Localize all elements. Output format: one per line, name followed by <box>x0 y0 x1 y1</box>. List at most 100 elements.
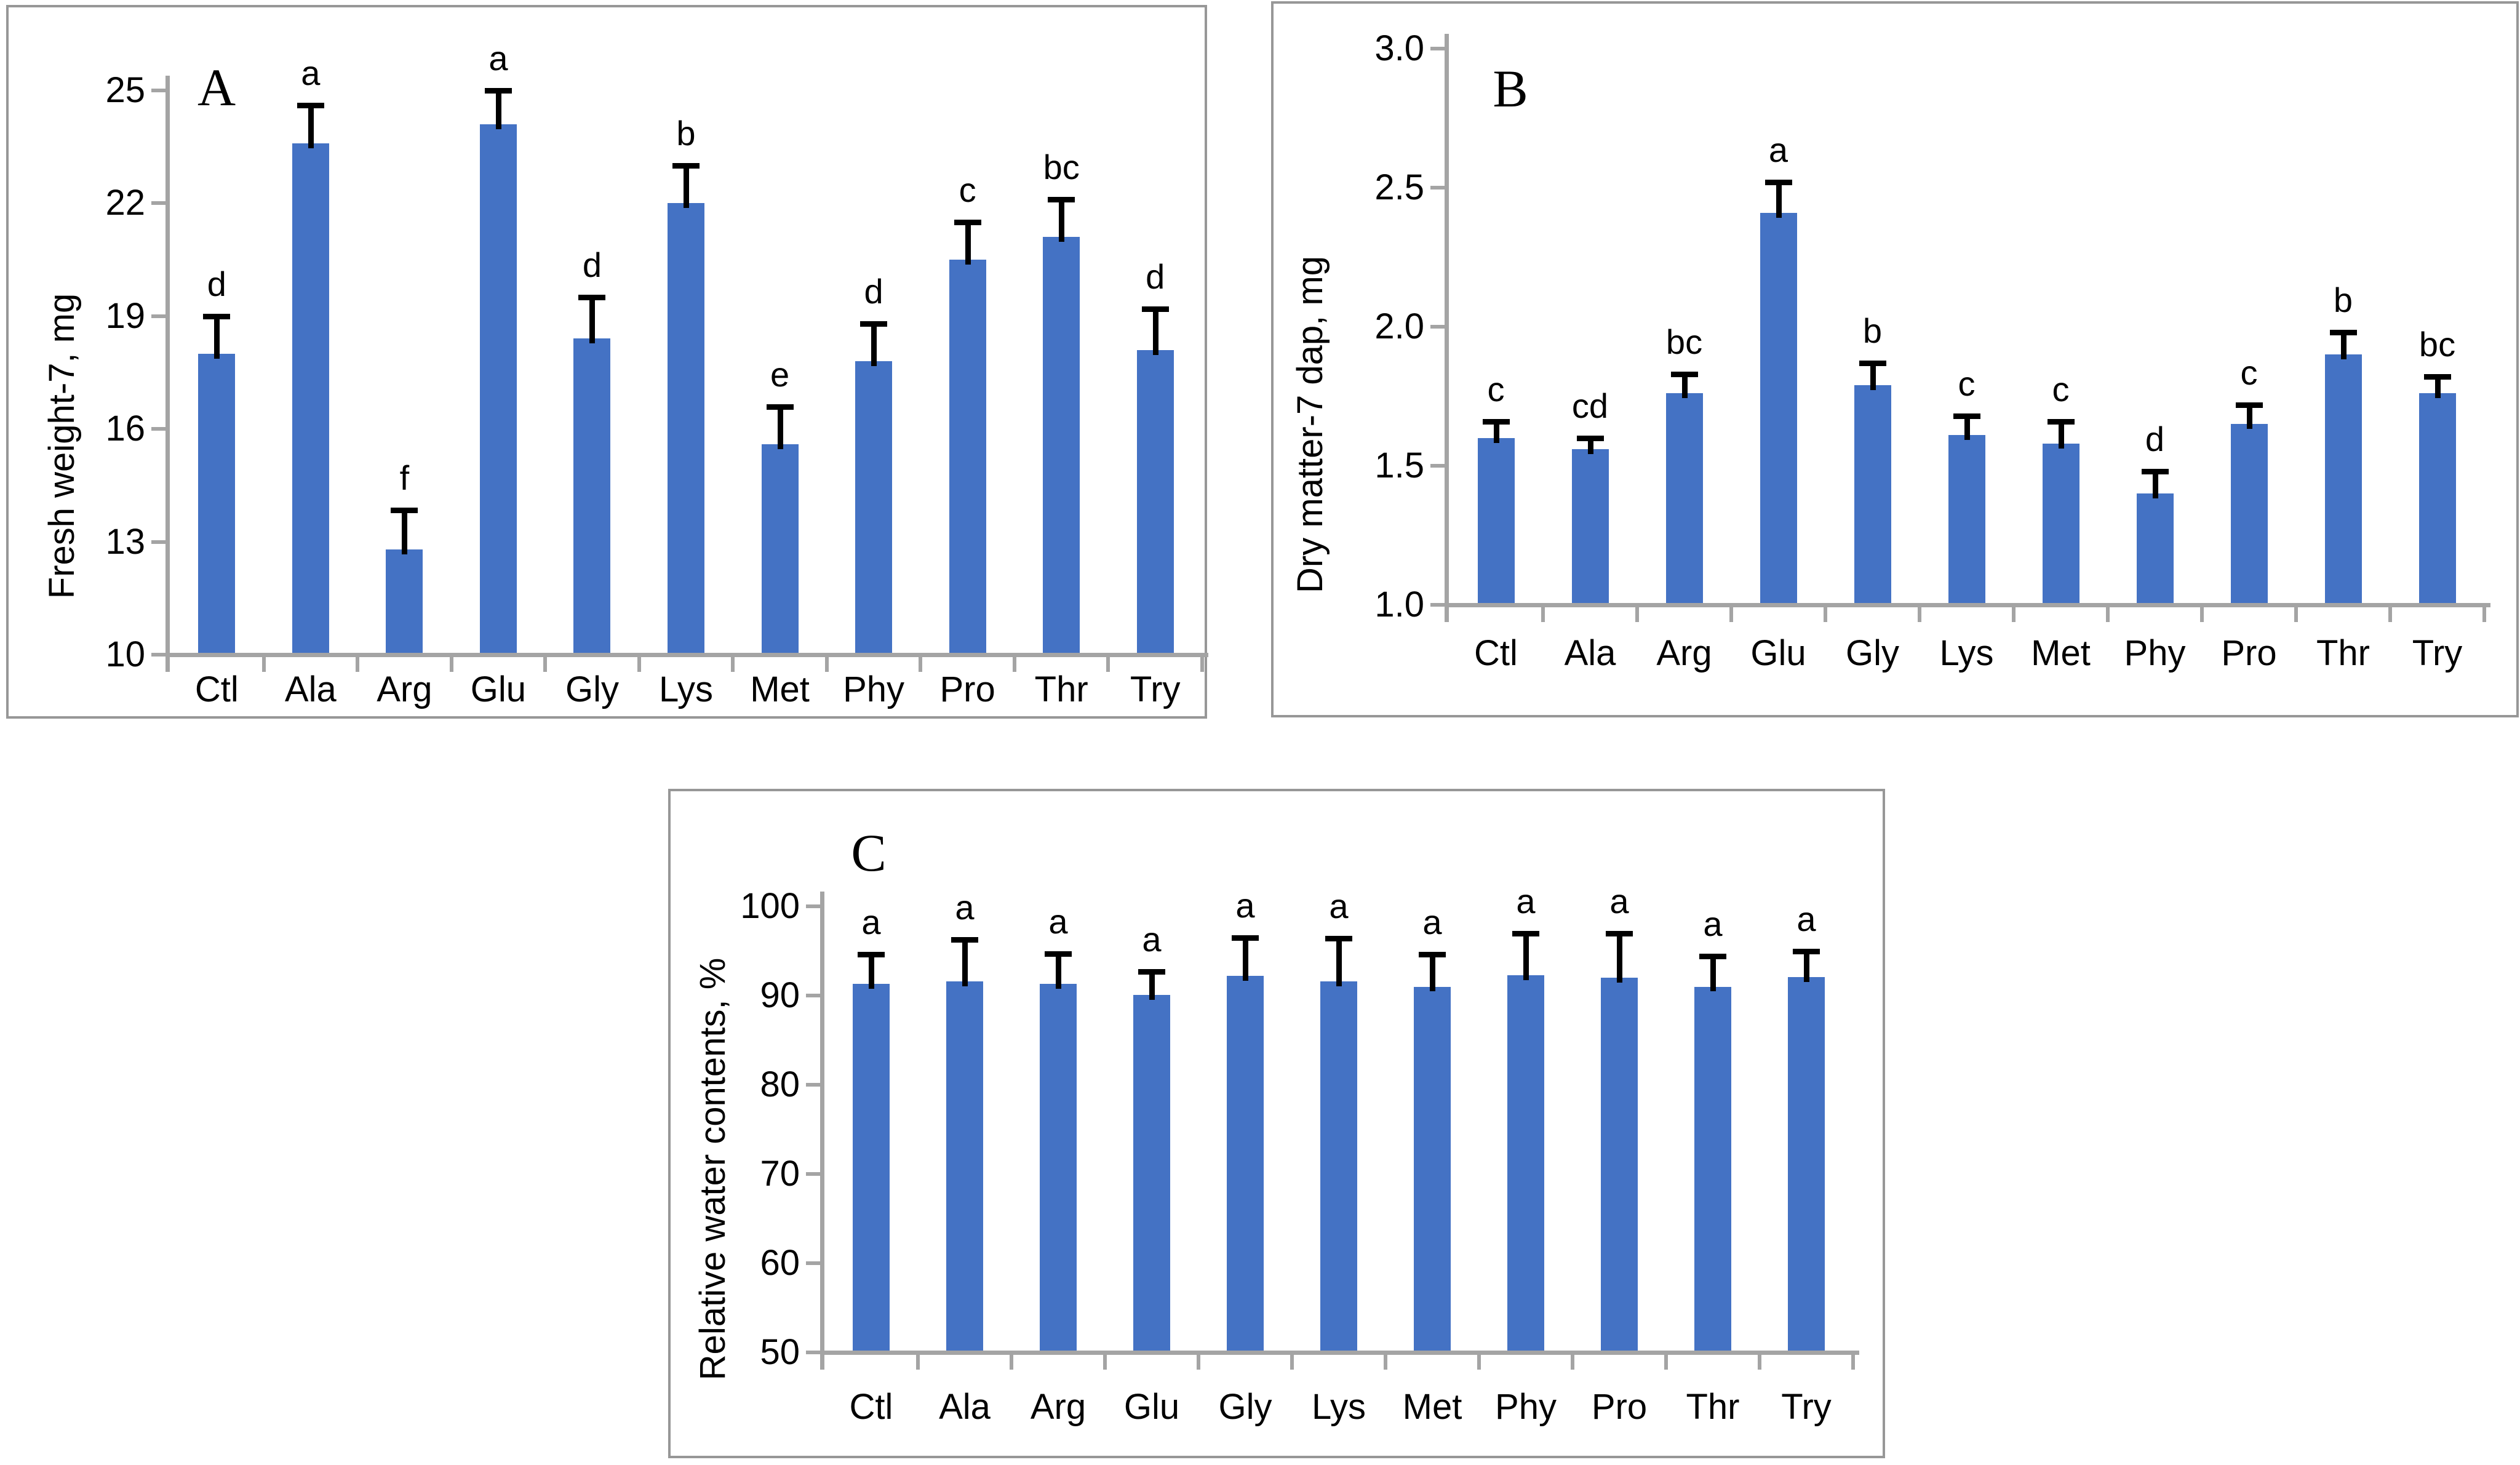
error-bar-line <box>1710 956 1716 992</box>
bar <box>1320 981 1357 1352</box>
bar <box>853 984 890 1352</box>
significance-letter: a <box>1142 919 1162 959</box>
x-tick-mark <box>356 657 360 672</box>
bar <box>573 338 611 655</box>
x-category-label: Ctl <box>1474 633 1518 673</box>
significance-letter: a <box>1609 881 1629 920</box>
significance-letter: e <box>770 354 790 394</box>
x-tick-mark <box>1851 1355 1855 1370</box>
bar <box>1136 349 1174 655</box>
significance-letter: a <box>1048 901 1068 941</box>
error-bar-cap <box>1859 360 1886 366</box>
error-bar-cap <box>391 507 418 513</box>
y-tick-mark <box>1430 464 1449 468</box>
x-tick-mark <box>1197 1355 1200 1370</box>
error-bar-line <box>1059 199 1065 242</box>
y-tick-label: 80 <box>760 1064 800 1104</box>
bar <box>2418 393 2456 605</box>
error-bar-cap <box>1576 435 1604 441</box>
error-bar-line <box>589 297 596 344</box>
y-tick-mark <box>151 89 170 92</box>
significance-letter: cd <box>1571 386 1609 425</box>
bar <box>1760 212 1797 605</box>
error-bar-cap <box>672 163 700 169</box>
x-tick-mark <box>1384 1355 1387 1370</box>
x-category-label: Phy <box>2124 633 2186 673</box>
y-tick-label: 16 <box>105 409 145 449</box>
y-tick-label: 25 <box>105 70 145 110</box>
y-axis-line <box>1445 34 1449 622</box>
error-bar-line <box>2058 421 2064 449</box>
y-tick-label: 1.5 <box>1374 445 1424 485</box>
x-category-label: Phy <box>1495 1387 1557 1427</box>
panel-a: 25 22 19 16 13 10 d Ctl a Ala f Arg a Glu d Gly b Lys e Met… <box>6 5 1208 719</box>
bar <box>198 353 236 655</box>
error-bar-cap <box>1793 948 1820 954</box>
y-tick-mark <box>806 1351 824 1354</box>
significance-letter: c <box>1487 369 1505 409</box>
x-category-label: Try <box>1781 1387 1832 1427</box>
bar <box>479 124 517 655</box>
error-bar-line <box>684 166 689 209</box>
error-bar-line <box>1152 308 1158 355</box>
x-tick-mark <box>449 657 453 672</box>
y-tick-label: 13 <box>105 521 145 562</box>
significance-letter: a <box>488 39 508 78</box>
bar <box>2324 354 2362 605</box>
bar <box>1477 437 1515 605</box>
error-bar-line <box>308 105 314 148</box>
x-category-label: Met <box>2031 633 2091 673</box>
error-bar-cap <box>1325 936 1352 942</box>
error-bar-cap <box>2235 402 2263 408</box>
significance-letter: d <box>207 264 226 303</box>
error-bar-line <box>1804 951 1809 982</box>
error-bar-cap <box>578 295 606 301</box>
bar <box>1694 986 1731 1352</box>
error-bar-cap <box>858 952 885 958</box>
bar <box>1507 975 1544 1352</box>
x-tick-mark <box>1012 657 1016 672</box>
y-tick-label: 50 <box>760 1332 800 1372</box>
error-bar-cap <box>1512 930 1539 936</box>
x-axis-line <box>165 653 1208 657</box>
significance-letter: d <box>1146 257 1165 296</box>
y-tick-mark <box>1430 603 1449 607</box>
y-tick-label: 1.0 <box>1374 585 1424 625</box>
y-tick-mark <box>806 1083 824 1087</box>
x-tick-mark <box>1200 657 1204 672</box>
x-tick-mark <box>543 657 548 672</box>
x-tick-mark <box>1918 607 1921 622</box>
bar <box>386 549 423 655</box>
x-tick-mark <box>1571 1355 1574 1370</box>
significance-letter: a <box>1516 881 1536 920</box>
significance-letter: a <box>1422 903 1442 942</box>
panel-b: 3.0 2.5 2.0 1.5 1.0 c Ctl cd Ala bc Arg a Glu b Gly c Ly… <box>1271 1 2519 717</box>
x-tick-mark <box>2388 607 2392 622</box>
x-tick-mark <box>1106 657 1110 672</box>
x-tick-mark <box>2106 607 2110 622</box>
y-tick-mark <box>151 314 170 318</box>
error-bar-cap <box>1232 935 1259 941</box>
significance-letter: c <box>2052 369 2070 409</box>
x-category-label: Met <box>750 669 810 709</box>
error-bar-line <box>1587 437 1593 454</box>
error-bar-line <box>1964 415 1970 441</box>
bar <box>1665 393 1703 605</box>
significance-letter: bc <box>2418 325 2456 364</box>
error-bar-cap <box>1045 951 1072 957</box>
error-bar-cap <box>297 103 324 109</box>
x-tick-mark <box>916 1355 920 1370</box>
panel-letter-c: C <box>851 823 887 882</box>
x-category-label: Lys <box>1311 1387 1366 1427</box>
x-tick-mark <box>2482 607 2486 622</box>
x-tick-mark <box>1010 1355 1013 1370</box>
y-tick-label: 19 <box>105 295 145 336</box>
bar <box>1414 986 1451 1352</box>
x-category-label: Glu <box>1750 633 1806 673</box>
y-tick-label: 60 <box>760 1243 800 1283</box>
bar <box>1227 976 1264 1352</box>
significance-letter: a <box>1796 899 1816 938</box>
significance-letter: d <box>2145 420 2165 459</box>
error-bar-line <box>1870 362 1876 390</box>
error-bar-cap <box>203 313 231 319</box>
